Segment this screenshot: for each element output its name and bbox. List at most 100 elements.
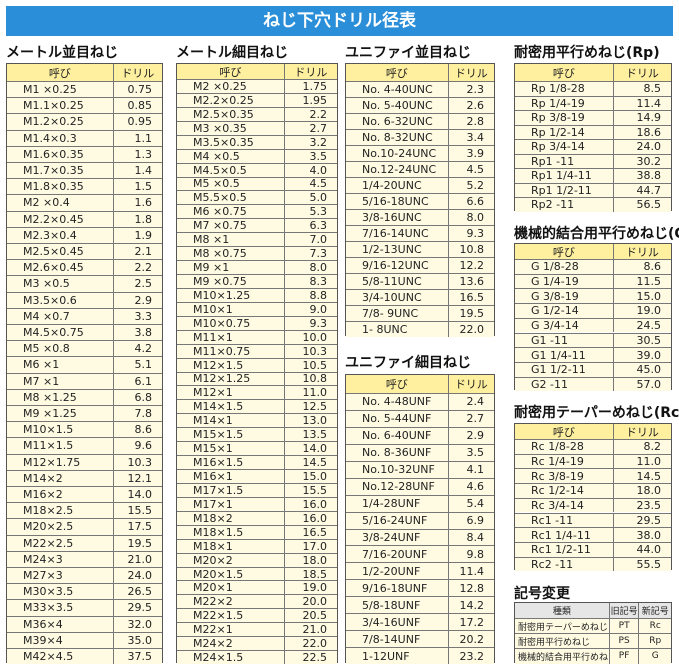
table-cell: M5 ×0.5 — [193, 177, 240, 191]
table-cell: M10×0.75 — [193, 316, 251, 330]
table-cell: M20×2 — [193, 553, 233, 567]
table-cell: 1/2-13UNC — [362, 243, 422, 256]
table-cell: 10.3 — [283, 344, 337, 358]
table-row: G1 -11 30.5 — [515, 332, 671, 348]
column-header: 呼び — [385, 378, 408, 391]
table-row: M20×2 18.0 — [177, 552, 337, 567]
table-cell: 8.6 — [612, 260, 671, 274]
table-row: M22×1.5 20.5 — [177, 608, 337, 623]
table-cell: 3.5 — [283, 149, 337, 163]
table-row: M4.5×0.5 4.0 — [177, 162, 337, 177]
table-cell: 5.4 — [447, 495, 494, 512]
table-cell: M6 ×1 — [23, 358, 60, 372]
table-row: 7/8-14UNF 20.2 — [346, 630, 494, 648]
table-cell: G 1/8-28 — [531, 260, 579, 274]
table-row: No. 6-40UNF 2.9 — [346, 426, 494, 444]
table-cell: 38.0 — [612, 528, 671, 542]
table: 種類 旧記号 新記号 耐密用テーパーめねじ PT Rc 耐密用平行めねじ PS Rp 機械的結合用… — [514, 602, 672, 664]
table-cell: M10×1.25 — [193, 288, 251, 302]
table-cell: M2.5×0.45 — [23, 245, 84, 259]
table-cell: M9 ×1.25 — [23, 407, 77, 421]
table-cell: 10.3 — [112, 454, 162, 470]
column-header: ドリル — [612, 244, 671, 259]
table-cell: 1.9 — [112, 227, 162, 243]
table-row: Rc1 1/2-11 44.0 — [515, 541, 671, 557]
table-cell: 17.5 — [112, 519, 162, 535]
table-row: 5/8-18UNF 14.2 — [346, 596, 494, 614]
table-row: M5 ×0.8 4.2 — [7, 340, 162, 357]
table-row: M8 ×1.25 6.8 — [7, 388, 162, 405]
header-row: 呼び ドリル — [346, 64, 494, 81]
table-row: M8 ×0.75 7.3 — [177, 246, 337, 261]
table-row: No.10-32UNF 4.1 — [346, 460, 494, 478]
table-cell: 10.8 — [447, 242, 494, 257]
table-cell: 耐密用平行めねじ — [518, 637, 591, 648]
table-cell: 16.0 — [283, 511, 337, 525]
table-cell: 1.3 — [112, 146, 162, 162]
table-cell: M1.7×0.35 — [23, 164, 84, 178]
header-row: 呼び ドリル — [346, 375, 494, 393]
table-cell: M24×3 — [23, 552, 63, 566]
table-cell: G2 -11 — [531, 377, 568, 391]
table-cell: M14×1 — [193, 414, 233, 428]
table-row: No.12-28UNF 4.6 — [346, 477, 494, 495]
table-row: M4 ×0.7 3.3 — [7, 307, 162, 324]
table-row: M5.5×0.5 5.0 — [177, 190, 337, 205]
table-row: Rp1 1/4-11 38.8 — [515, 168, 671, 183]
table-cell: PF — [608, 649, 639, 664]
table-cell: 14.5 — [612, 469, 671, 484]
table-row: M12×1.25 10.8 — [177, 371, 337, 386]
table-row: 1/4-20UNC 5.2 — [346, 177, 494, 193]
table-row: No. 4-48UNF 2.4 — [346, 393, 494, 410]
table-cell: 16.5 — [447, 290, 494, 305]
table-row: M2.5×0.45 2.1 — [7, 243, 162, 260]
table: 呼び ドリル No. 4-40UNC 2.3 No. 5-40UNC 2.6 No. 6-3… — [345, 63, 495, 337]
table-row: M20×1.5 18.5 — [177, 566, 337, 581]
table-cell: 2.1 — [112, 244, 162, 260]
table-row: M1.7×0.35 1.4 — [7, 162, 162, 179]
table-cell: PS — [608, 634, 639, 649]
table-cell: 44.7 — [612, 183, 671, 197]
table-cell: M42×4.5 — [23, 650, 74, 664]
table-row: G2 -11 57.0 — [515, 376, 671, 392]
table-row: M39×4 35.0 — [7, 631, 162, 648]
table-cell: M2.5×0.35 — [193, 107, 254, 121]
table-row: M1.2×0.25 0.95 — [7, 113, 162, 130]
table-cell: G 3/4-14 — [531, 319, 579, 333]
table-cell: M1.2×0.25 — [23, 115, 84, 129]
table-cell: M22×1 — [193, 623, 233, 637]
table-cell: 22.0 — [447, 322, 494, 337]
table-cell: G — [638, 649, 671, 664]
table: 呼び ドリル Rp 1/8-28 8.5 Rp 1/4-19 11.4 Rp 3/8-19 1… — [514, 63, 672, 212]
table-cell: 4.1 — [447, 461, 494, 478]
header-row: 呼び ドリル — [515, 424, 671, 439]
table-row: M4.5×0.75 3.8 — [7, 324, 162, 341]
table-cell: 3.9 — [447, 146, 494, 161]
table-cell: 9.3 — [283, 316, 337, 330]
table-row: M2 ×0.4 1.6 — [7, 194, 162, 211]
table-cell: 19.0 — [283, 581, 337, 595]
table-cell: Rp1 1/4-11 — [531, 169, 592, 183]
table-cell: 7.3 — [283, 247, 337, 261]
table-cell: Rp 1/2-14 — [531, 125, 585, 139]
section-title: ユニファイ細目ねじ — [345, 355, 471, 371]
table-cell: G1 1/2-11 — [531, 363, 586, 377]
table-cell: 7/8-14UNF — [362, 632, 421, 646]
table-row: 耐密用平行めねじ PS Rp — [515, 633, 671, 649]
table-cell: 18.0 — [612, 484, 671, 498]
table-cell: 14.0 — [283, 442, 337, 456]
table: 呼び ドリル Rc 1/8-28 8.2 Rc 1/4-19 11.0 Rc 3/8-19 1… — [514, 423, 672, 572]
table-cell: 7.0 — [283, 233, 337, 247]
table-cell: 14.9 — [612, 111, 671, 125]
column-header: ドリル — [112, 64, 162, 81]
table-cell: M20×2.5 — [23, 520, 74, 534]
table-cell: M39×4 — [23, 633, 63, 647]
table-cell: Rp1 -11 — [531, 154, 575, 168]
table-cell: 機械的結合用平行めねじ — [518, 652, 609, 663]
table-cell: 2.5 — [112, 276, 162, 292]
table-row: M24×1.5 22.5 — [177, 650, 337, 665]
table-cell: 23.2 — [447, 648, 494, 665]
table-cell: 9.6 — [112, 438, 162, 454]
table-cell: Rp 3/8-19 — [531, 111, 585, 125]
table-cell: 0.95 — [112, 114, 162, 130]
